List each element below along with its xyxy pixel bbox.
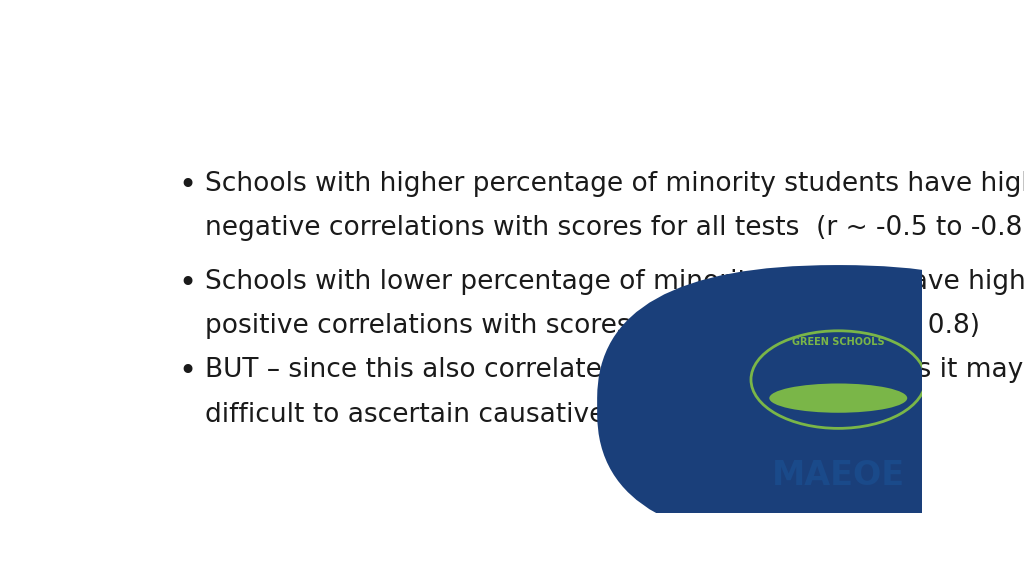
Text: positive correlations with scores for all tests (r ~ 0.5 – 0.8): positive correlations with scores for al… xyxy=(205,313,980,339)
Text: Schools with lower percentage of minority students have high: Schools with lower percentage of minorit… xyxy=(205,268,1024,295)
Ellipse shape xyxy=(794,378,819,390)
Text: •: • xyxy=(178,268,197,298)
Ellipse shape xyxy=(858,378,885,390)
Ellipse shape xyxy=(797,368,836,386)
Text: difficult to ascertain causative agents: difficult to ascertain causative agents xyxy=(205,402,703,428)
Ellipse shape xyxy=(808,357,868,384)
Ellipse shape xyxy=(769,384,907,413)
Text: GREEN SCHOOLS: GREEN SCHOOLS xyxy=(792,336,885,347)
Ellipse shape xyxy=(768,382,908,414)
Ellipse shape xyxy=(843,368,882,386)
Text: •: • xyxy=(178,357,197,386)
Text: BUT – since this also correlates with certification levels it may be: BUT – since this also correlates with ce… xyxy=(205,357,1024,384)
FancyBboxPatch shape xyxy=(597,265,1024,547)
Ellipse shape xyxy=(821,346,856,361)
Text: Schools with higher percentage of minority students have high: Schools with higher percentage of minori… xyxy=(205,171,1024,197)
Ellipse shape xyxy=(808,354,837,366)
Ellipse shape xyxy=(842,354,869,366)
Text: MAEOE: MAEOE xyxy=(772,460,905,492)
Text: negative correlations with scores for all tests  (r ~ -0.5 to -0.8): negative correlations with scores for al… xyxy=(205,215,1024,241)
Text: •: • xyxy=(178,171,197,200)
